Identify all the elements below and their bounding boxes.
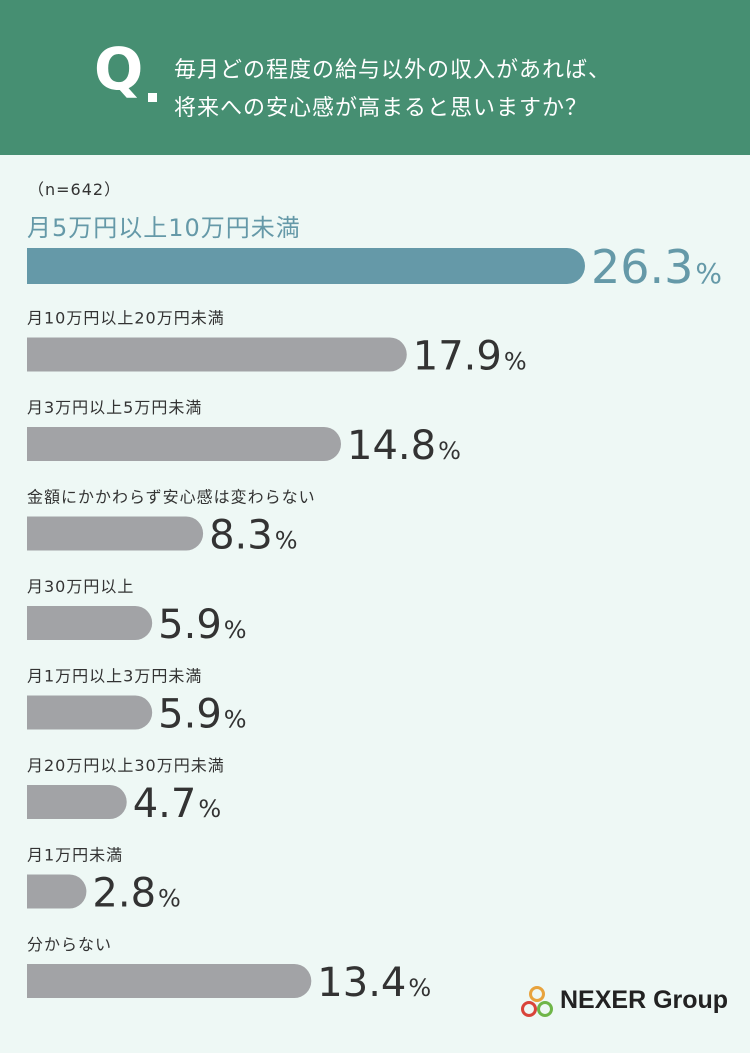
value-unit: %: [198, 795, 221, 823]
category-label: 月30万円以上: [27, 577, 134, 596]
value-number: 4.7: [133, 781, 197, 827]
bar: [27, 248, 585, 284]
category-label: 月1万円未満: [27, 846, 123, 865]
value-label: 2.8%: [92, 871, 180, 917]
value-unit: %: [224, 706, 247, 734]
category-label: 月5万円以上10万円未満: [27, 214, 301, 242]
bar: [27, 874, 87, 909]
bar: [27, 337, 407, 372]
bar: [27, 606, 153, 640]
category-label: 分からない: [27, 935, 112, 954]
bar: [27, 964, 312, 998]
bar: [27, 695, 153, 730]
question-text-line-1: 毎月どの程度の給与以外の収入があれば、: [174, 58, 612, 83]
question-q-mark: Q: [94, 35, 144, 103]
value-unit: %: [158, 885, 181, 913]
logo-text: NEXER Group: [560, 986, 729, 1014]
nexer-rings-icon: [521, 986, 553, 1017]
value-label: 8.3%: [209, 513, 297, 559]
value-label: 5.9%: [158, 602, 246, 648]
category-label: 金額にかかわらず安心感は変わらない: [27, 488, 316, 507]
question-header: Q 毎月どの程度の給与以外の収入があれば、 将来への安心感が高まると思いますか？: [0, 0, 750, 155]
value-number: 5.9: [158, 692, 222, 738]
value-label: 5.9%: [158, 692, 246, 738]
value-label: 4.7%: [133, 781, 221, 827]
question-q-dot: [148, 93, 157, 102]
value-unit: %: [275, 527, 298, 555]
value-unit: %: [504, 348, 527, 376]
question-text-line-2: 将来への安心感が高まると思いますか？: [174, 96, 589, 121]
category-label: 月10万円以上20万円未満: [27, 309, 225, 328]
value-unit: %: [695, 257, 722, 290]
value-number: 8.3: [209, 513, 273, 559]
value-number: 14.8: [347, 423, 436, 469]
value-number: 2.8: [92, 871, 156, 917]
value-label: 26.3%: [591, 240, 722, 294]
value-unit: %: [224, 616, 247, 644]
value-unit: %: [438, 437, 461, 465]
category-label: 月3万円以上5万円未満: [27, 398, 202, 417]
category-label: 月1万円以上3万円未満: [27, 667, 202, 686]
value-number: 17.9: [413, 334, 502, 380]
value-label: 17.9%: [413, 334, 527, 380]
bar: [27, 427, 342, 461]
value-number: 26.3: [591, 240, 693, 294]
value-unit: %: [408, 974, 431, 1002]
value-number: 5.9: [158, 602, 222, 648]
bar: [27, 516, 204, 551]
value-number: 13.4: [317, 960, 406, 1006]
value-label: 13.4%: [317, 960, 431, 1006]
sample-size-label: （n=642）: [28, 180, 122, 199]
bar: [27, 785, 127, 819]
category-label: 月20万円以上30万円未満: [27, 756, 225, 775]
value-label: 14.8%: [347, 423, 461, 469]
